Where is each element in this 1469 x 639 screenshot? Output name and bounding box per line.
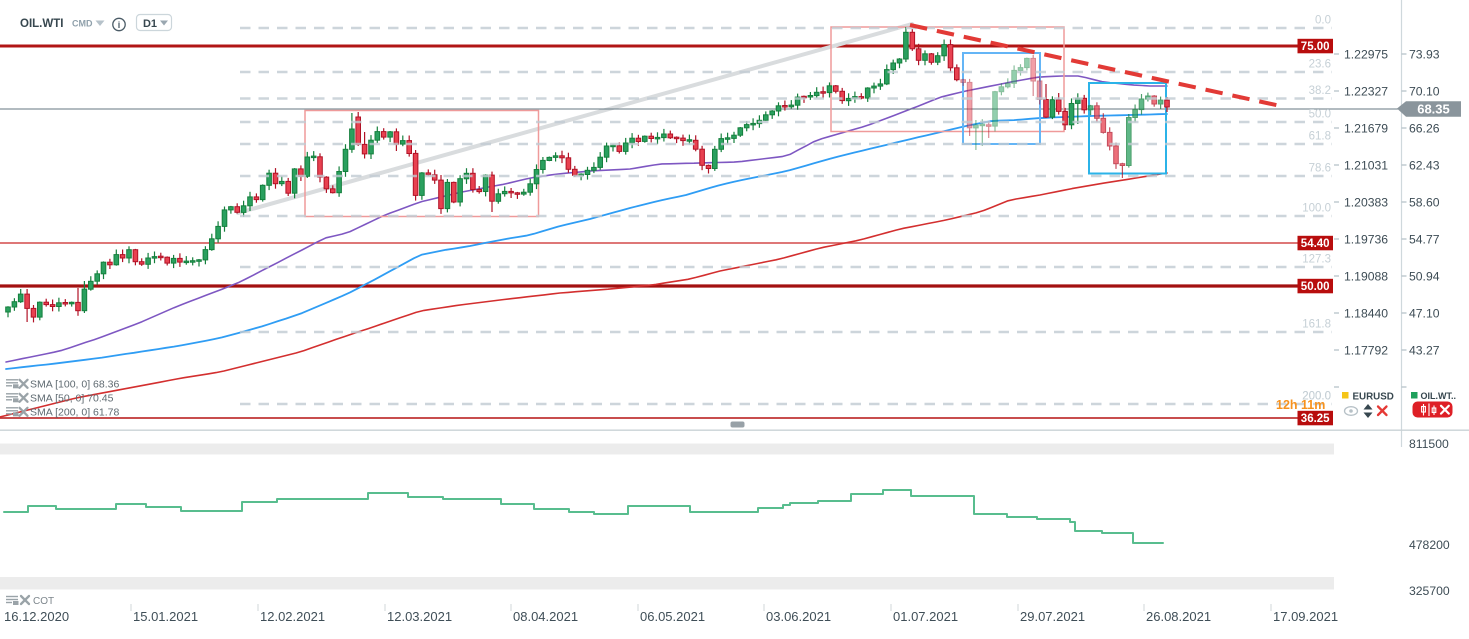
svg-text:70.10: 70.10 [1409,85,1440,99]
svg-text:78.6: 78.6 [1309,163,1331,175]
svg-text:75.00: 75.00 [1301,41,1330,53]
svg-text:OIL.WTI: OIL.WTI [20,18,63,30]
svg-text:58.60: 58.60 [1409,196,1440,210]
svg-text:CMD: CMD [72,19,93,29]
svg-text:SMA [200, 0] 61.78: SMA [200, 0] 61.78 [30,406,119,418]
svg-text:0.0: 0.0 [1315,15,1331,27]
svg-text:50.0: 50.0 [1309,109,1331,121]
svg-text:COT: COT [33,596,54,607]
svg-text:1.18440: 1.18440 [1344,307,1388,321]
svg-text:38.2: 38.2 [1309,85,1331,97]
svg-text:1.19088: 1.19088 [1344,270,1388,284]
svg-text:17.09.2021: 17.09.2021 [1273,609,1338,624]
svg-text:1.19736: 1.19736 [1344,233,1388,247]
svg-text:478200: 478200 [1409,538,1450,552]
svg-text:16.12.2020: 16.12.2020 [4,609,69,624]
svg-text:03.06.2021: 03.06.2021 [766,609,831,624]
svg-text:61.8: 61.8 [1309,131,1331,143]
svg-text:100.0: 100.0 [1302,203,1331,215]
svg-text:1.21031: 1.21031 [1344,159,1388,173]
svg-text:29.07.2021: 29.07.2021 [1020,609,1085,624]
svg-text:200.0: 200.0 [1302,391,1331,403]
svg-text:12h 11m: 12h 11m [1276,398,1325,412]
svg-text:1.21679: 1.21679 [1344,122,1388,136]
svg-text:66.26: 66.26 [1409,122,1440,136]
svg-text:1.17792: 1.17792 [1344,344,1388,358]
svg-text:EURUSD: EURUSD [1353,392,1394,403]
svg-text:D1: D1 [143,18,157,30]
svg-text:23.6: 23.6 [1309,59,1331,71]
svg-text:15.01.2021: 15.01.2021 [133,609,198,624]
svg-text:43.27: 43.27 [1409,344,1440,358]
svg-text:06.05.2021: 06.05.2021 [640,609,705,624]
svg-text:08.04.2021: 08.04.2021 [513,609,578,624]
svg-text:54.40: 54.40 [1301,238,1330,250]
svg-text:36.25: 36.25 [1301,413,1330,425]
svg-text:73.93: 73.93 [1409,48,1440,62]
svg-text:62.43: 62.43 [1409,159,1440,173]
svg-text:1.22327: 1.22327 [1344,85,1388,99]
svg-text:i: i [118,20,121,30]
svg-text:01.07.2021: 01.07.2021 [893,609,958,624]
svg-text:1.20383: 1.20383 [1344,196,1388,210]
svg-text:SMA [50, 0] 70.45: SMA [50, 0] 70.45 [30,392,114,404]
svg-text:47.10: 47.10 [1409,307,1440,321]
svg-text:50.00: 50.00 [1301,281,1330,293]
svg-text:OIL.WT..: OIL.WT.. [1421,391,1457,401]
svg-text:50.94: 50.94 [1409,270,1440,284]
svg-text:127.3: 127.3 [1302,254,1331,266]
svg-text:26.08.2021: 26.08.2021 [1146,609,1211,624]
svg-text:200.0: 200.0 [1302,391,1331,403]
svg-text:68.35: 68.35 [1417,102,1450,117]
svg-text:54.77: 54.77 [1409,233,1440,247]
svg-text:SMA [100, 0] 68.36: SMA [100, 0] 68.36 [30,378,119,390]
svg-text:12.03.2021: 12.03.2021 [387,609,452,624]
svg-text:161.8: 161.8 [1302,319,1331,331]
svg-text:325700: 325700 [1409,584,1450,598]
svg-text:811500: 811500 [1409,437,1449,451]
svg-text:1.22975: 1.22975 [1344,48,1388,62]
svg-text:12.02.2021: 12.02.2021 [260,609,325,624]
